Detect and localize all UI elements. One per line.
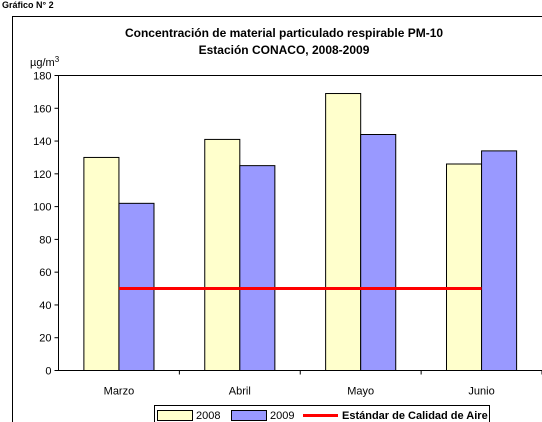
y-tick-label: 0 bbox=[45, 366, 51, 378]
y-tick-label: 180 bbox=[33, 71, 51, 83]
x-tick-label: Junio bbox=[468, 386, 494, 398]
legend-swatch-2008 bbox=[157, 410, 193, 421]
y-tick-label: 80 bbox=[39, 234, 51, 246]
y-unit-label: µg/m3 bbox=[30, 55, 60, 69]
y-axis-ticks: 0 20 40 60 80 100 120 140 160 180 bbox=[33, 71, 59, 378]
bar-series bbox=[83, 93, 518, 372]
bar-2009-mayo bbox=[360, 134, 397, 371]
legend-label-2008: 2008 bbox=[196, 410, 220, 422]
y-tick-label: 120 bbox=[33, 169, 51, 181]
y-tick-label: 20 bbox=[39, 333, 51, 345]
legend-swatch-2009 bbox=[231, 410, 267, 421]
y-tick-label: 100 bbox=[33, 202, 51, 214]
y-unit-base: µg/m bbox=[30, 57, 55, 69]
bar-2009-junio bbox=[481, 150, 518, 371]
y-unit-superscript: 3 bbox=[55, 55, 60, 64]
x-tick-label: Marzo bbox=[104, 386, 135, 398]
y-tick-label: 40 bbox=[39, 300, 51, 312]
bar-2009-abril bbox=[239, 165, 276, 371]
x-tick-label: Mayo bbox=[347, 386, 374, 398]
x-axis-ticks: Marzo Abril Mayo Junio bbox=[104, 370, 542, 398]
chart-title-line1: Concentración de material particulado re… bbox=[125, 26, 443, 40]
y-tick-label: 160 bbox=[33, 103, 51, 115]
chart-title-line2: Estación CONACO, 2008-2009 bbox=[199, 43, 370, 57]
bar-2008-abril bbox=[204, 138, 241, 371]
figure-caption: Gráfico N° 2 bbox=[2, 0, 54, 10]
x-tick-label: Abril bbox=[229, 386, 251, 398]
bar-2009-marzo bbox=[118, 202, 155, 371]
legend-label-reference-line: Estándar de Calidad de Aire bbox=[342, 410, 488, 422]
bar-2008-marzo bbox=[83, 156, 120, 371]
legend: 2008 2009 Estándar de Calidad de Aire bbox=[154, 405, 490, 422]
legend-label-2009: 2009 bbox=[270, 410, 294, 422]
bar-2008-mayo bbox=[325, 93, 362, 372]
y-tick-label: 140 bbox=[33, 136, 51, 148]
bar-2008-junio bbox=[446, 163, 483, 371]
y-tick-label: 60 bbox=[39, 267, 51, 279]
